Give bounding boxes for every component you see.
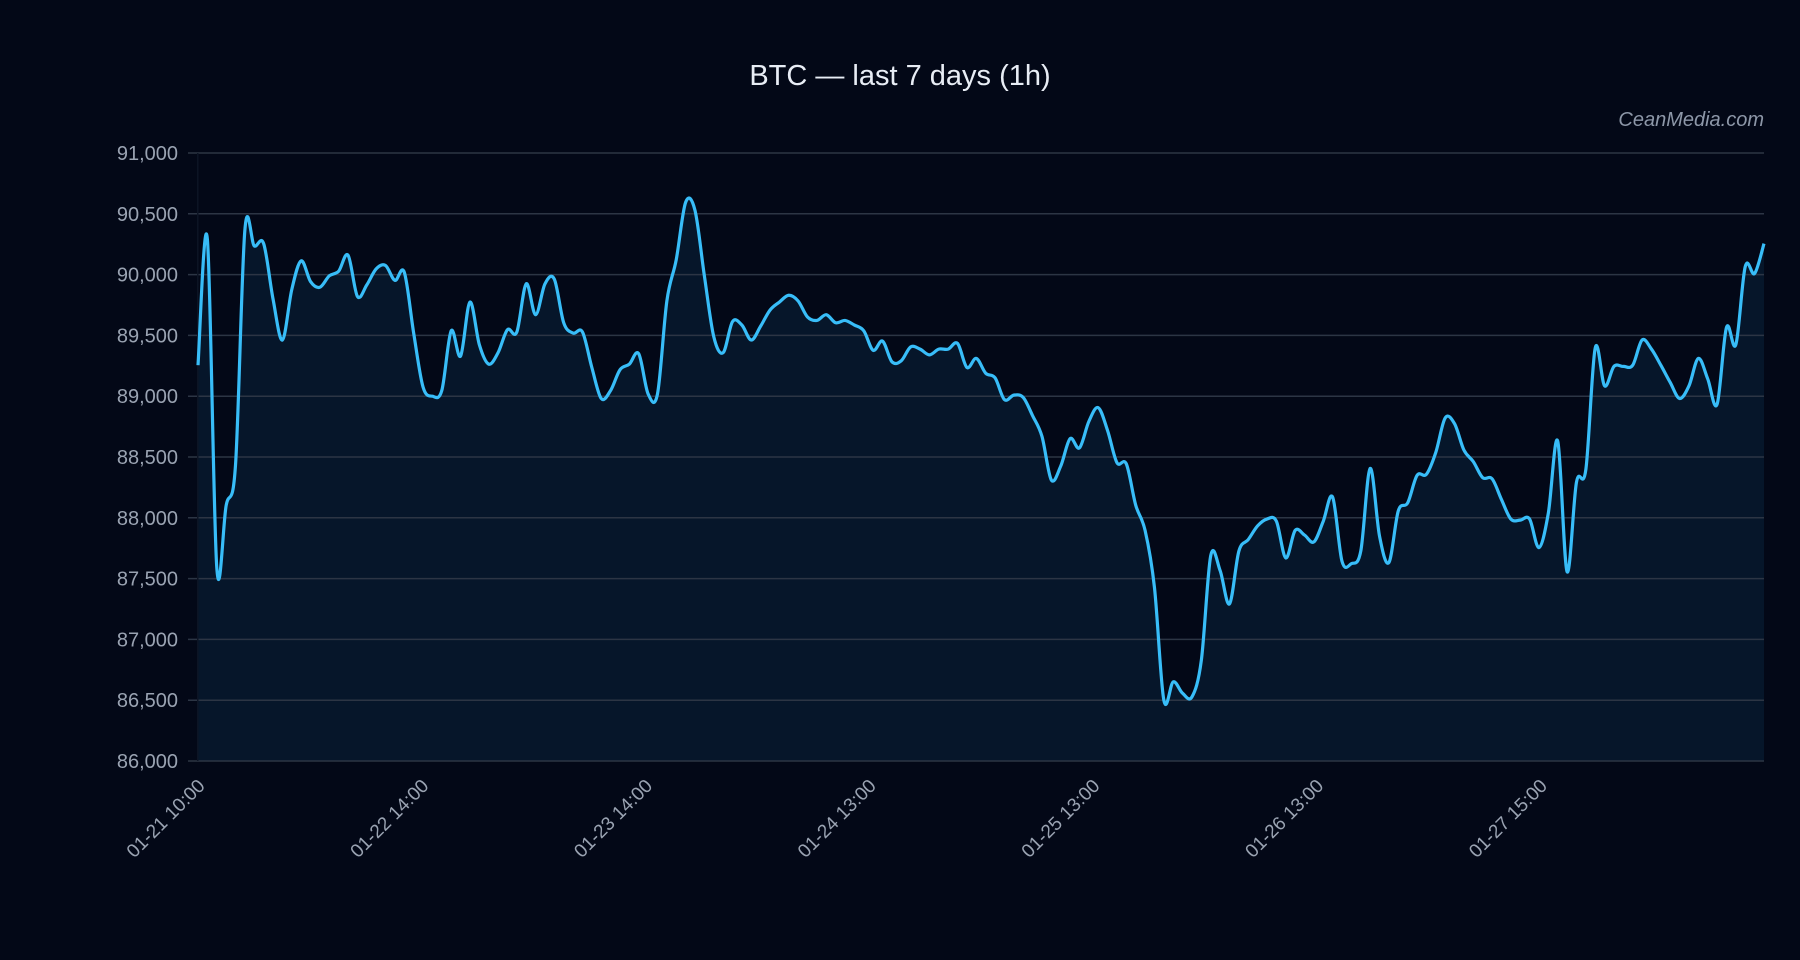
chart-title: BTC — last 7 days (1h) [749, 60, 1050, 92]
y-tick-label: 86,000 [117, 751, 178, 773]
y-tick-label: 90,000 [117, 265, 178, 287]
y-tick-label: 87,500 [117, 569, 178, 591]
y-tick-label: 91,000 [117, 143, 178, 165]
y-tick-label: 90,500 [117, 204, 178, 226]
x-axis: 01-21 10:00 01-22 14:00 01-23 14:00 01-24 1… [123, 776, 1552, 863]
x-tick-label: 01-21 10:00 [123, 776, 210, 863]
x-tick-label: 01-23 14:00 [570, 776, 657, 863]
y-axis-line [197, 153, 199, 761]
y-axis: 86,000 86,500 87,000 87,500 88,000 88,500 89,0… [117, 143, 199, 773]
y-tick-label: 89,000 [117, 386, 178, 408]
gridlines [188, 152, 1764, 762]
y-tick-label: 86,500 [117, 690, 178, 712]
y-tick-label: 89,500 [117, 325, 178, 347]
y-tick-label: 88,500 [117, 447, 178, 469]
y-tick-label: 87,000 [117, 629, 178, 651]
x-tick-label: 01-26 13:00 [1242, 776, 1329, 863]
price-area-fill [198, 198, 1764, 762]
x-tick-label: 01-27 15:00 [1465, 776, 1552, 863]
x-tick-label: 01-25 13:00 [1018, 776, 1105, 863]
x-tick-label: 01-22 14:00 [347, 776, 434, 863]
price-line [196, 196, 1766, 706]
watermark: CeanMedia.com [1618, 109, 1764, 131]
y-tick-label: 88,000 [117, 508, 178, 530]
x-tick-label: 01-24 13:00 [794, 776, 881, 863]
